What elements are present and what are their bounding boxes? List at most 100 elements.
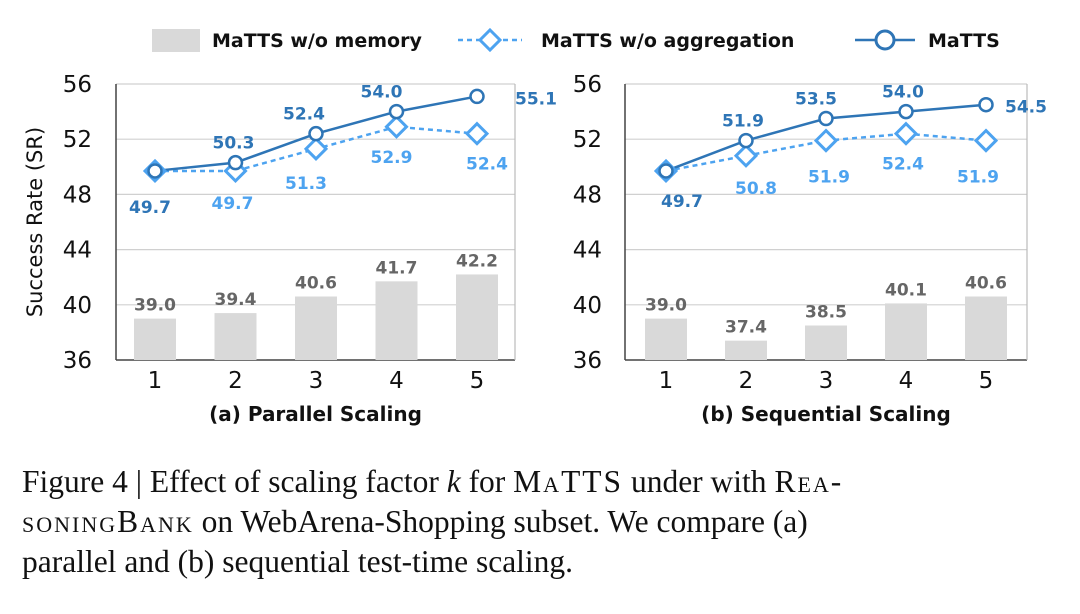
y-axis-label: Success Rate (SR)	[23, 127, 47, 317]
bar-data-label: 39.4	[215, 290, 257, 310]
caption-k: k	[446, 464, 461, 499]
caption-reasoningbank-start: Rea-	[774, 464, 844, 499]
caption-text: Figure 4 | Effect of scaling factor	[22, 464, 447, 499]
caption-line-2: soningBank on WebArena-Shopping subset. …	[22, 502, 1072, 542]
x-tick-label: 3	[819, 368, 834, 394]
caption-matts: MaTTS	[513, 464, 624, 499]
caption-line-3: parallel and (b) sequential test-time sc…	[22, 542, 1072, 582]
matts-point	[738, 132, 754, 149]
aggregation-point	[973, 128, 999, 153]
aggregation-data-label: 52.4	[882, 155, 924, 175]
aggregation-data-label: 50.8	[735, 179, 777, 199]
aggregation-data-label: 52.4	[466, 155, 508, 175]
legend-label: MaTTS w/o memory	[212, 30, 422, 52]
matts-data-label: 50.3	[213, 134, 255, 154]
aggregation-point	[464, 121, 490, 146]
bar	[295, 296, 337, 360]
bar-data-label: 40.1	[885, 280, 927, 300]
y-tick-label: 56	[573, 72, 602, 98]
figure-caption: Figure 4 | Effect of scaling factor k fo…	[22, 462, 1072, 582]
y-tick-label: 36	[573, 348, 602, 374]
y-tick-label: 52	[573, 127, 602, 153]
y-tick-label: 52	[63, 127, 92, 153]
matts-data-label: 52.4	[283, 105, 325, 125]
legend-label: MaTTS w/o aggregation	[541, 30, 794, 52]
bar-data-label: 41.7	[376, 258, 418, 278]
legend-label: MaTTS	[928, 30, 1000, 52]
bar	[805, 325, 847, 360]
matts-point	[388, 103, 405, 120]
x-tick-label: 2	[228, 368, 243, 394]
aggregation-point	[384, 114, 409, 139]
bar	[885, 303, 927, 360]
x-tick-label: 5	[979, 368, 994, 394]
matts-point	[898, 103, 914, 120]
y-tick-label: 36	[63, 348, 92, 374]
bar-data-label: 40.6	[295, 274, 337, 294]
matts-data-label: 53.5	[795, 90, 837, 110]
matts-data-label: 54.0	[361, 83, 403, 103]
bar-data-label: 42.2	[456, 251, 498, 271]
matts-data-label: 54.0	[882, 83, 924, 103]
y-tick-label: 40	[573, 293, 602, 319]
panel-title: (b) Sequential Scaling	[701, 402, 951, 426]
matts-data-label: 49.7	[129, 198, 171, 218]
y-tick-label: 44	[573, 238, 602, 264]
caption-text: on WebArena-Shopping subset. We compare …	[193, 504, 808, 539]
x-tick-label: 4	[899, 368, 914, 394]
aggregation-point	[303, 136, 329, 161]
aggregation-data-label: 52.9	[371, 148, 413, 168]
caption-text: for	[460, 464, 514, 499]
bar	[134, 318, 176, 360]
y-tick-label: 44	[63, 238, 92, 264]
bar-data-label: 39.0	[645, 296, 687, 316]
bar-data-label: 40.6	[965, 274, 1007, 294]
matts-point	[227, 154, 244, 171]
aggregation-data-label: 49.7	[212, 194, 254, 214]
matts-data-label: 49.7	[661, 192, 703, 212]
aggregation-data-label: 51.3	[285, 174, 327, 194]
aggregation-data-label: 51.9	[808, 168, 850, 188]
caption-line-1: Figure 4 | Effect of scaling factor k fo…	[22, 462, 1072, 502]
matts-point	[818, 110, 834, 127]
bar-data-label: 38.5	[805, 303, 847, 323]
bar	[214, 313, 257, 360]
bar-data-label: 39.0	[134, 296, 176, 316]
caption-text: parallel and (b) sequential test-time sc…	[22, 544, 574, 579]
matts-point	[978, 96, 994, 113]
panel-title: (a) Parallel Scaling	[209, 402, 422, 426]
bar	[645, 318, 687, 360]
matts-data-label: 55.1	[515, 89, 557, 109]
aggregation-point	[893, 121, 919, 146]
bar-data-label: 37.4	[725, 318, 767, 338]
bar	[725, 340, 767, 360]
x-tick-label: 1	[148, 368, 163, 394]
y-tick-label: 56	[63, 72, 92, 98]
x-tick-label: 1	[659, 368, 674, 394]
matts-data-label: 54.5	[1005, 98, 1047, 118]
aggregation-point	[813, 128, 839, 153]
matts-point	[469, 88, 485, 105]
matts-point	[147, 163, 163, 179]
matts-point	[658, 163, 674, 179]
x-tick-label: 2	[739, 368, 754, 394]
aggregation-data-label: 51.9	[957, 168, 999, 188]
legend-bar-swatch	[152, 29, 200, 52]
x-tick-label: 4	[389, 368, 404, 394]
x-tick-label: 5	[470, 368, 485, 394]
chart-svg: MaTTS w/o memory MaTTS w/o aggregation MaT…	[23, 27, 1047, 426]
matts-data-label: 51.9	[722, 112, 764, 132]
y-tick-label: 40	[63, 293, 92, 319]
y-tick-label: 48	[573, 182, 602, 208]
matts-point	[308, 125, 324, 142]
y-tick-label: 48	[63, 182, 92, 208]
caption-text: under with	[623, 464, 775, 499]
legend-diamond-marker	[477, 27, 503, 53]
aggregation-point	[733, 143, 759, 168]
bar	[375, 281, 418, 360]
x-tick-label: 3	[309, 368, 324, 394]
bar	[965, 296, 1007, 360]
caption-reasoningbank-end: soningBank	[22, 504, 194, 539]
legend-circle-marker	[874, 29, 896, 51]
